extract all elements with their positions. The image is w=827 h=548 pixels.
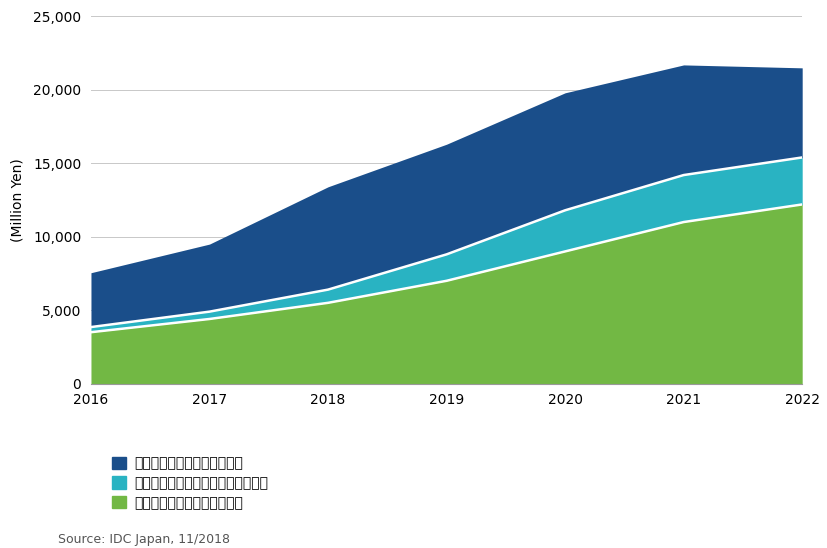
Legend: クラウドシングルサインオン, クラウドセキュリティゲートウェイ, その他クラウドセキュリティ: クラウドシングルサインオン, クラウドセキュリティゲートウェイ, その他クラウド… (112, 456, 268, 510)
Y-axis label: (Million Yen): (Million Yen) (11, 158, 25, 242)
Text: Source: IDC Japan, 11/2018: Source: IDC Japan, 11/2018 (58, 533, 230, 545)
